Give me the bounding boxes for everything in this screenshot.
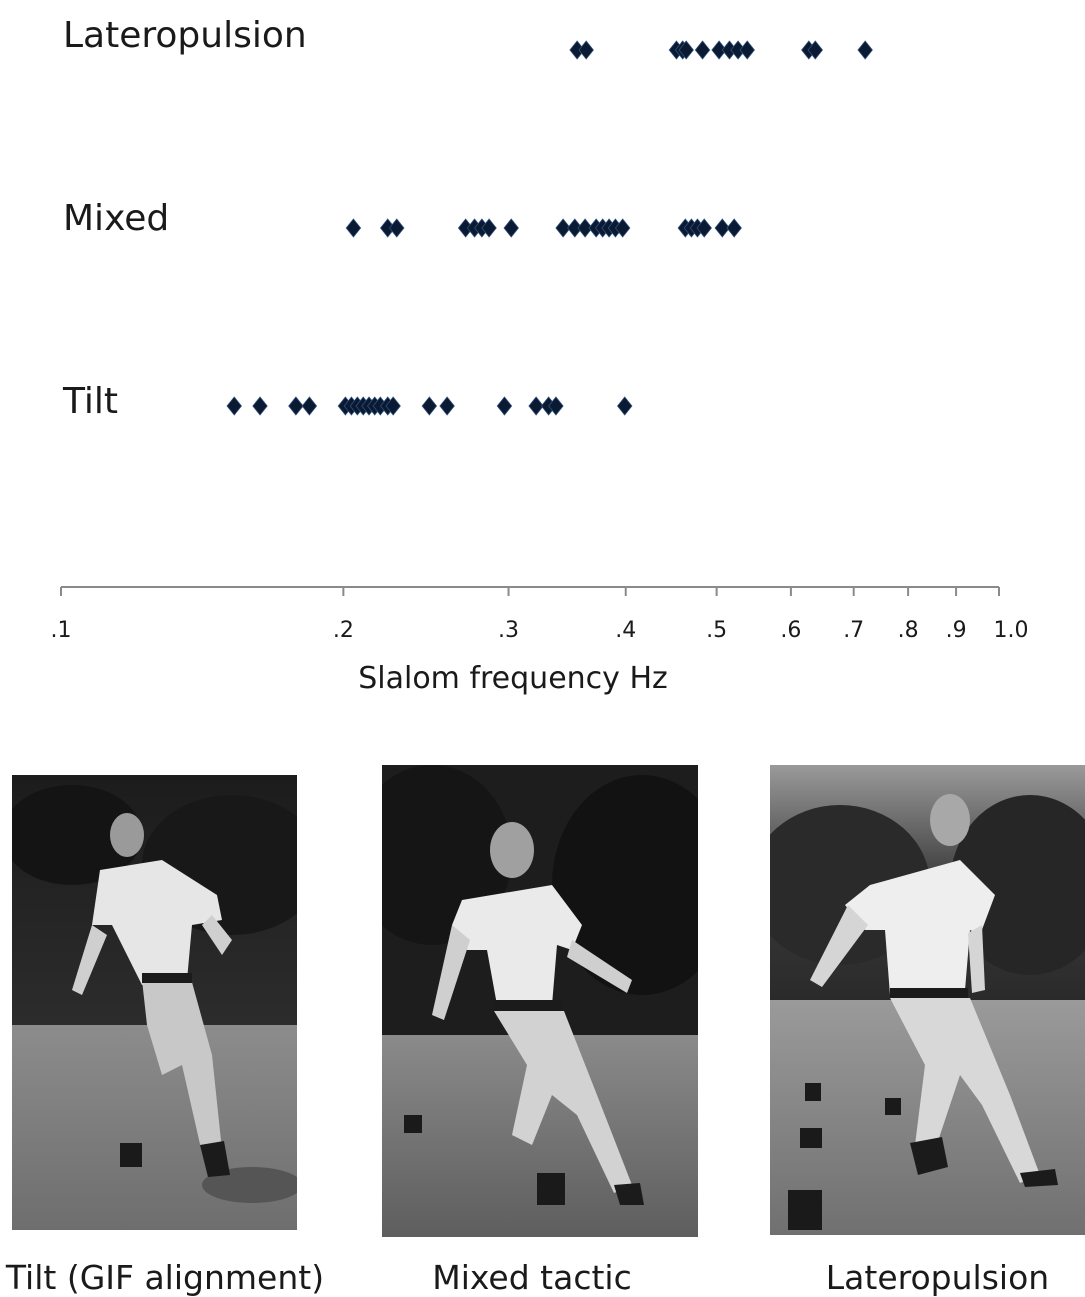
point-lateropulsion-4	[678, 40, 694, 60]
point-mixed-9	[567, 218, 583, 238]
point-lateropulsion-12	[857, 40, 873, 60]
photo-mixed	[382, 765, 698, 1237]
point-tilt-19	[617, 396, 633, 416]
data-points	[226, 40, 873, 416]
x-axis-title: Slalom frequency Hz	[358, 661, 668, 696]
category-label-tilt: Tilt	[62, 381, 118, 422]
point-tilt-18	[548, 396, 564, 416]
category-label-mixed: Mixed	[63, 198, 169, 239]
point-tilt-1	[252, 396, 268, 416]
photo-caption-tilt: Tilt (GIF alignment)	[5, 1258, 325, 1297]
point-mixed-21	[726, 218, 742, 238]
point-mixed-20	[714, 218, 731, 238]
point-lateropulsion-5	[694, 40, 711, 60]
photo-caption-lateropulsion: Lateropulsion	[825, 1258, 1050, 1297]
x-tick-label-3: .4	[615, 618, 636, 643]
point-mixed-19	[696, 218, 712, 238]
point-tilt-15	[496, 396, 513, 416]
x-tick-label-4: .5	[706, 618, 727, 643]
point-tilt-0	[226, 396, 242, 416]
photo-caption-mixed: Mixed tactic	[432, 1258, 632, 1297]
category-label-lateropulsion: Lateropulsion	[63, 15, 307, 56]
x-tick-label-1: .2	[333, 618, 354, 643]
point-mixed-15	[614, 218, 631, 238]
photo-lateropulsion	[770, 765, 1085, 1235]
strip-chart: Lateropulsion Mixed Tilt .1 .2 .3 .4 .5 .6 .7.…	[51, 15, 1029, 696]
point-lateropulsion-9	[739, 40, 755, 60]
point-lateropulsion-1	[578, 40, 594, 60]
point-tilt-12	[385, 396, 401, 416]
x-axis: .1 .2 .3 .4 .5 .6 .7 .8 .9 1.0	[51, 586, 1029, 643]
point-mixed-2	[389, 218, 405, 238]
x-tick-label-2: .3	[498, 618, 519, 643]
x-tick-label-0: .1	[51, 618, 72, 643]
x-tick-label-5: .6	[780, 618, 801, 643]
x-tick-label-7: .8	[898, 618, 919, 643]
point-mixed-10	[577, 218, 593, 238]
point-tilt-13	[421, 396, 438, 416]
point-tilt-3	[301, 396, 318, 416]
x-tick-label-8: .9	[946, 618, 967, 643]
point-mixed-7	[503, 218, 519, 238]
point-tilt-14	[439, 396, 455, 416]
photo-tilt	[12, 775, 297, 1230]
point-mixed-8	[555, 218, 571, 238]
x-tick-label-9: 1.0	[994, 618, 1029, 643]
point-tilt-16	[528, 396, 544, 416]
point-lateropulsion-11	[807, 40, 823, 60]
point-tilt-2	[288, 396, 304, 416]
x-tick-label-6: .7	[843, 618, 864, 643]
point-lateropulsion-6	[711, 40, 727, 60]
point-mixed-0	[345, 218, 362, 238]
point-mixed-6	[481, 218, 497, 238]
